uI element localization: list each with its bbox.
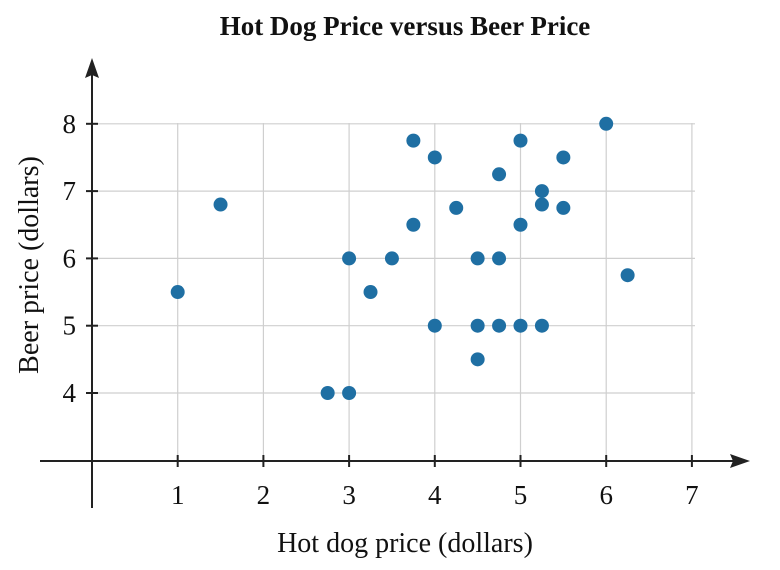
data-point-7 [406,133,421,148]
data-point-11 [449,200,464,215]
x-tick-label-5: 5 [514,480,528,510]
data-point-25 [556,200,571,215]
data-point-10 [427,318,442,333]
data-point-21 [534,184,549,199]
data-point-23 [534,318,549,333]
tick-labels: 1 2 3 4 5 6 7 4 5 6 7 8 [63,109,699,510]
y-axis-label: Beer price (dollars) [14,156,45,374]
y-tick-label-7: 7 [63,176,77,206]
x-tick-label-7: 7 [685,480,699,510]
data-point-6 [384,251,399,266]
data-point-18 [513,133,528,148]
y-axis-arrow [85,58,99,78]
x-tick-label-3: 3 [342,480,356,510]
y-tick-label-8: 8 [63,109,77,139]
x-tick-label-2: 2 [257,480,271,510]
data-point-22 [534,197,549,212]
y-tick-label-6: 6 [63,243,77,273]
x-tick-label-6: 6 [599,480,613,510]
data-point-19 [513,217,528,232]
data-point-0 [170,285,185,300]
data-point-20 [513,318,528,333]
y-tick-label-5: 5 [63,311,77,341]
data-point-4 [342,251,357,266]
data-points [170,116,635,400]
chart-title: Hot Dog Price versus Beer Price [220,11,591,41]
y-tick-label-4: 4 [63,378,77,408]
data-point-26 [599,116,614,131]
data-point-5 [363,285,378,300]
x-tick-label-4: 4 [428,480,442,510]
data-point-2 [320,386,335,400]
data-point-8 [406,217,421,232]
x-axis-arrow [730,454,750,468]
data-point-16 [492,251,507,266]
data-point-14 [470,352,485,367]
x-tick-label-1: 1 [171,480,185,510]
grid-lines [92,123,695,461]
data-point-12 [470,251,485,266]
data-point-24 [556,150,571,165]
data-point-1 [213,197,228,212]
x-axis-label: Hot dog price (dollars) [277,528,533,559]
data-point-13 [470,318,485,333]
axes [40,58,750,508]
tick-marks [86,122,693,467]
data-point-9 [427,150,442,165]
data-point-15 [492,167,507,182]
data-point-27 [620,268,635,283]
data-point-3 [342,386,357,400]
data-point-17 [492,318,507,333]
